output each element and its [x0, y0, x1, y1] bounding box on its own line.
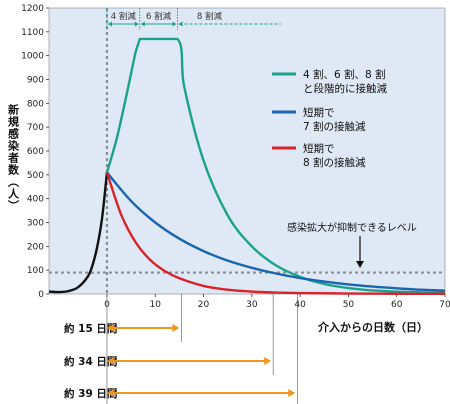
threshold-label: 感染拡大が抑制できるレベル — [287, 221, 417, 234]
duration-arrow-head — [106, 324, 114, 332]
x-tick-label: 30 — [246, 300, 258, 310]
y-axis-label: 新規感染者数（人） — [7, 103, 21, 212]
legend-label-80pct-line2: 8 割の接触減 — [303, 156, 366, 169]
y-tick-label: 700 — [27, 123, 44, 133]
phase-arrow-head — [107, 21, 112, 27]
y-tick-label: 900 — [27, 76, 44, 86]
series-line — [106, 171, 446, 292]
legend-label-80pct: 短期で 8 割の接触減 — [303, 142, 366, 169]
y-tick-label: 400 — [27, 195, 44, 205]
duration-arrows: 約 15 日間約 34 日間約 39 日間 — [64, 294, 298, 404]
phase-arrow-head — [134, 21, 139, 27]
y-tick-label: 1200 — [21, 4, 44, 14]
y-tick-label: 600 — [27, 147, 44, 157]
duration-label: 約 34 日間 — [64, 355, 117, 368]
y-tick-label: 800 — [27, 99, 44, 109]
y-axis-ticks: 0 100 200 300 400 500 600 700 800 900 1000 1100 1200 — [21, 4, 49, 300]
series-lines — [48, 37, 446, 295]
x-tick-label: 50 — [343, 300, 355, 310]
duration-arrow-head — [288, 389, 296, 397]
legend-label-stepwise: 4 割、6 割、8 割 と段階的に接触減 — [303, 68, 389, 95]
y-tick-label: 500 — [27, 171, 44, 181]
x-tick-label: 60 — [391, 300, 403, 310]
x-tick-label: 20 — [198, 300, 210, 310]
x-axis-ticks: 0 10 20 30 40 50 60 70 — [104, 294, 450, 310]
legend: 4 割、6 割、8 割 と段階的に接触減 短期で 7 割の接触減 短期で 8 割… — [272, 68, 389, 169]
duration-arrow-head — [264, 357, 272, 365]
y-tick-label: 300 — [27, 219, 44, 229]
duration-arrow-head — [172, 324, 180, 332]
x-axis-label: 介入からの日数（日） — [317, 320, 428, 334]
duration-label: 約 15 日間 — [64, 322, 117, 335]
y-tick-label: 200 — [27, 242, 44, 252]
y-tick-label: 1000 — [21, 52, 44, 62]
phase-label: 6 割減 — [146, 11, 172, 22]
legend-label-70pct-line2: 7 割の接触減 — [303, 120, 366, 133]
threshold-arrow-head — [356, 261, 364, 268]
duration-arrow-head — [106, 357, 114, 365]
x-tick-label: 40 — [294, 300, 306, 310]
legend-label-70pct-line1: 短期で — [303, 106, 335, 119]
y-tick-label: 1100 — [21, 28, 44, 38]
x-tick-label: 10 — [150, 300, 162, 310]
series-line — [48, 172, 109, 294]
plot-area — [49, 8, 445, 294]
phase-arrow-head — [172, 21, 177, 27]
phase-arrow-head — [140, 21, 145, 27]
phase-arrow-head — [178, 21, 183, 27]
legend-label-70pct: 短期で 7 割の接触減 — [303, 106, 366, 133]
x-tick-label: 70 — [439, 300, 450, 310]
y-tick-label: 100 — [27, 266, 44, 276]
duration-arrow-head — [106, 389, 114, 397]
phase-label: 4 割減 — [111, 11, 137, 22]
legend-label-stepwise-line2: と段階的に接触減 — [303, 82, 387, 95]
y-tick-label: 0 — [38, 290, 44, 300]
legend-label-stepwise-line1: 4 割、6 割、8 割 — [303, 68, 386, 81]
legend-label-80pct-line1: 短期で — [303, 142, 335, 155]
series-line — [105, 172, 446, 295]
phase-markers: 4 割減 6 割減 8 割減 — [106, 8, 281, 30]
series-line — [105, 37, 446, 295]
duration-label: 約 39 日間 — [64, 387, 117, 400]
phase-label: 8 割減 — [197, 11, 223, 22]
